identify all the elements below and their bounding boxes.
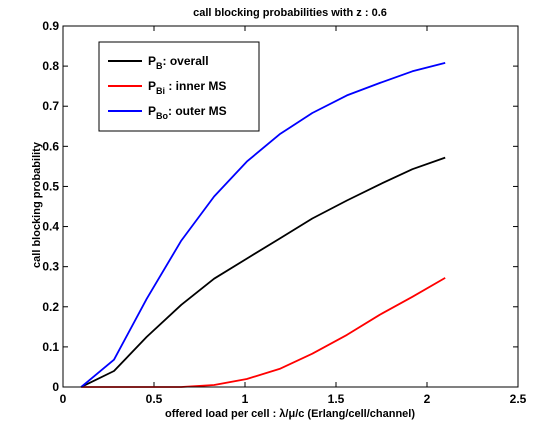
x-tick-label: 1: [242, 392, 249, 406]
y-tick-label: 0.1: [42, 340, 59, 354]
x-tick-label: 0: [60, 392, 67, 406]
y-tick-label: 0.9: [42, 19, 59, 33]
x-tick-label: 2: [424, 392, 431, 406]
y-tick-label: 0.6: [42, 139, 59, 153]
x-tick-label: 0.5: [146, 392, 163, 406]
y-tick-label: 0.5: [42, 179, 59, 193]
legend-label-1: PBi : inner MS: [148, 79, 226, 96]
y-tick-label: 0.3: [42, 260, 59, 274]
legend-label-2: PBo: outer MS: [148, 104, 227, 121]
y-tick-label: 0.4: [42, 220, 59, 234]
y-tick-label: 0.8: [42, 59, 59, 73]
series-line-2: [80, 62, 446, 388]
chart-title: call blocking probabilities with z : 0.6: [193, 7, 387, 19]
y-tick-label: 0.2: [42, 300, 59, 314]
x-tick-label: 2.5: [510, 392, 527, 406]
y-axis-label: call blocking probability: [31, 141, 43, 268]
plot-frame: [62, 25, 519, 388]
x-tick-label: 1.5: [328, 392, 345, 406]
series-line-0: [80, 156, 446, 388]
y-tick-label: 0: [52, 380, 59, 394]
legend: PB: overall PBi : inner MS PBo: outer MS: [98, 41, 260, 132]
y-tick-label: 0.7: [42, 99, 59, 113]
legend-label-0: PB: overall: [148, 54, 209, 71]
x-axis-label: offered load per cell : λ/μ/c (Erlang/ce…: [165, 408, 415, 420]
